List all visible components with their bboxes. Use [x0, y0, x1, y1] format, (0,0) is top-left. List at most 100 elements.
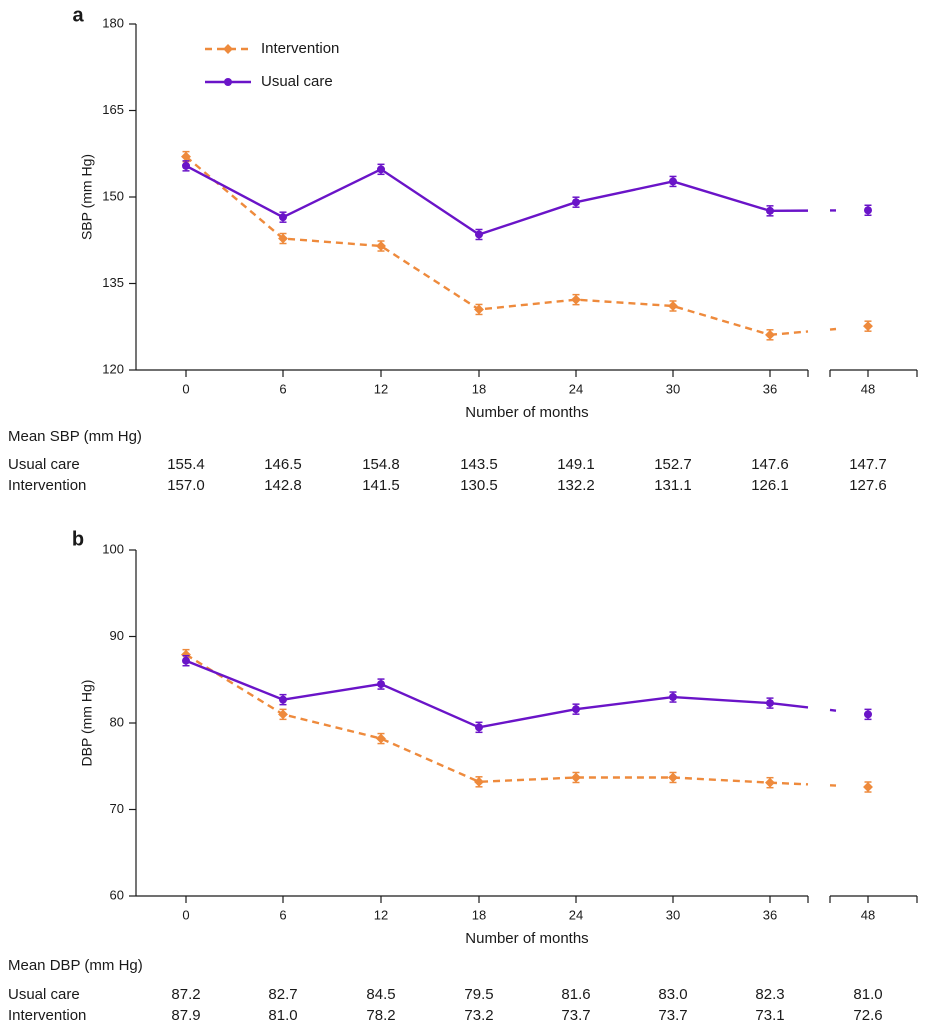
x-tick-label: 36 [763, 381, 777, 396]
series-usual-care [182, 654, 872, 734]
y-tick-label: 120 [102, 361, 124, 376]
series-line [185, 659, 771, 729]
table-cell: 126.1 [751, 477, 789, 494]
x-tick-label: 48 [861, 381, 875, 396]
data-point [279, 213, 287, 222]
x-tick-label: 48 [861, 907, 875, 922]
data-point [864, 710, 872, 719]
x-tick-label: 12 [374, 381, 388, 396]
table-cell: 87.9 [171, 1007, 200, 1024]
table-cell: 87.2 [171, 986, 200, 1003]
y-tick-label: 150 [102, 188, 124, 203]
y-tick-label: 60 [110, 887, 124, 902]
table-cell: 155.4 [167, 456, 205, 473]
data-point [475, 230, 483, 239]
legend: Intervention Usual care [205, 40, 339, 90]
data-point [182, 656, 190, 665]
y-tick-label: 100 [102, 541, 124, 556]
table-cell: 73.2 [464, 1007, 493, 1024]
data-point [475, 723, 483, 732]
table-cell: 146.5 [264, 456, 302, 473]
data-point [279, 695, 287, 704]
table-cell: 142.8 [264, 477, 302, 494]
data-point [766, 206, 774, 215]
data-point [668, 772, 678, 783]
table-row-label: Usual care [8, 456, 80, 473]
table-cell: 82.3 [755, 986, 784, 1003]
data-point [766, 699, 774, 708]
data-point [864, 206, 872, 215]
y-tick-label: 165 [102, 102, 124, 117]
data-point [572, 705, 580, 714]
mean-table: Mean SBP (mm Hg) Usual care 155.4 146.5 154.… [8, 428, 887, 494]
x-tick-label: 12 [374, 907, 388, 922]
table-cell: 127.6 [849, 477, 887, 494]
table-cell: 83.0 [658, 986, 687, 1003]
x-tick-label: 6 [279, 907, 286, 922]
series-intervention [181, 648, 873, 793]
x-tick-label: 24 [569, 907, 583, 922]
series-line-to-break [769, 781, 809, 786]
table-cell: 143.5 [460, 456, 498, 473]
data-point [572, 198, 580, 207]
y-tick-label: 80 [110, 714, 124, 729]
x-tick-label: 18 [472, 381, 486, 396]
table-cell: 147.6 [751, 456, 789, 473]
data-point [571, 294, 581, 305]
y-axis-label: SBP (mm Hg) [79, 154, 95, 240]
data-point [863, 782, 873, 792]
table-cell: 157.0 [167, 477, 205, 494]
series-usual-care [182, 160, 872, 241]
x-tick-label: 6 [279, 381, 286, 396]
mean-table: Mean DBP (mm Hg) Usual care 87.2 82.7 84.5 79… [8, 957, 883, 1024]
table-cell: 141.5 [362, 477, 400, 494]
data-point [376, 241, 386, 251]
series-intervention [181, 150, 873, 341]
x-tick-label: 36 [763, 907, 777, 922]
legend-label: Usual care [261, 73, 333, 90]
table-cell: 81.0 [853, 986, 882, 1003]
table-row-label: Usual care [8, 986, 80, 1003]
series-line-from-break [829, 327, 837, 331]
data-point [181, 151, 191, 162]
data-point [765, 777, 775, 788]
table-cell: 154.8 [362, 456, 400, 473]
y-tick-label: 90 [110, 628, 124, 643]
chart-panel-a: a 120 135 150 165 180 SBP (mm Hg) 0 6 12 18 24 30 36 4… [8, 4, 918, 494]
series-line-from-break [829, 708, 837, 712]
x-tick-label: 0 [182, 907, 189, 922]
panel-label: a [72, 4, 84, 26]
data-point [278, 233, 288, 244]
table-cell: 131.1 [654, 477, 692, 494]
table-cell: 73.1 [755, 1007, 784, 1024]
table-cell: 152.7 [654, 456, 692, 473]
data-point [863, 321, 873, 332]
data-point [669, 693, 677, 702]
series-line-to-break [769, 701, 809, 709]
x-tick-label: 0 [182, 381, 189, 396]
table-cell: 149.1 [557, 456, 595, 473]
y-axis-label: DBP (mm Hg) [79, 680, 95, 767]
chart-panel-b: b 60 70 80 90 100 DBP (mm Hg) 0 6 12 18 24 30 36 48 Num… [8, 528, 918, 1024]
table-cell: 78.2 [366, 1007, 395, 1024]
table-cell: 73.7 [658, 1007, 687, 1024]
x-axis-label: Number of months [465, 404, 588, 421]
table-cell: 72.6 [853, 1007, 882, 1024]
table-cell: 81.6 [561, 986, 590, 1003]
data-point [474, 304, 484, 315]
y-tick-label: 135 [102, 275, 124, 290]
x-tick-label: 30 [666, 907, 680, 922]
data-point [377, 165, 385, 174]
table-cell: 79.5 [464, 986, 493, 1003]
table-cell: 84.5 [366, 986, 395, 1003]
data-point [181, 649, 191, 660]
data-point [377, 680, 385, 689]
table-cell: 132.2 [557, 477, 595, 494]
table-cell: 147.7 [849, 456, 887, 473]
data-point [278, 709, 288, 720]
panel-label: b [72, 528, 84, 550]
legend-label: Intervention [261, 40, 339, 57]
legend-marker [224, 78, 232, 86]
data-point [376, 733, 386, 744]
